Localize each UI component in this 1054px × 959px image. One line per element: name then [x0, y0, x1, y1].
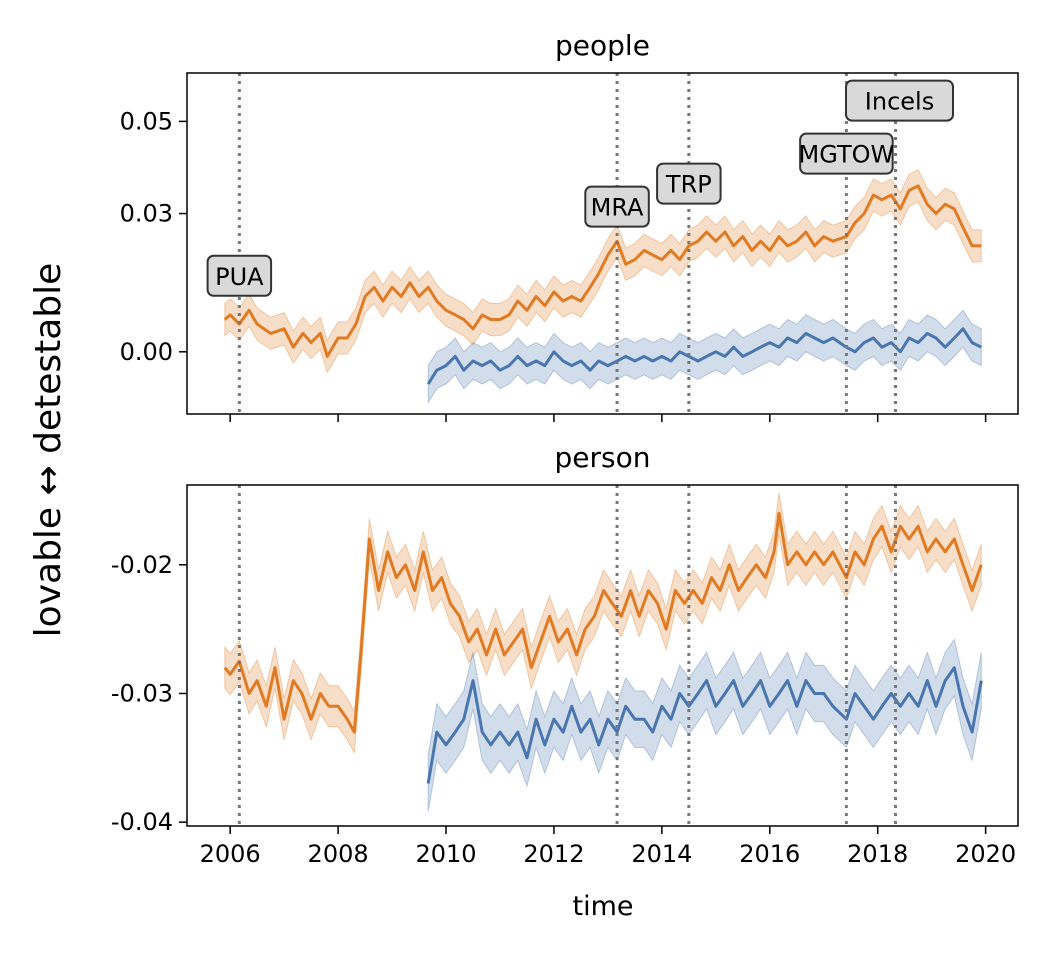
series-blue-line: [426, 666, 983, 784]
x-tick-label: 2020: [955, 840, 1016, 868]
series-blue-line: [426, 327, 982, 385]
axes-frame: [186, 72, 1019, 415]
event-annotation-box: [799, 132, 894, 175]
x-tick-label: 2014: [631, 840, 692, 868]
event-annotation-box: [656, 162, 722, 205]
x-tick-label: 2010: [415, 840, 476, 868]
series-orange-line: [223, 184, 982, 358]
panel-title: person: [555, 441, 651, 474]
event-annotation-label: PUA: [215, 263, 264, 291]
axes-frame: [186, 484, 1019, 827]
event-annotation-box: [206, 254, 273, 297]
x-tick-label: 2018: [847, 840, 908, 868]
event-annotation-label: TRP: [665, 171, 712, 199]
y-tick-label: 0.03: [120, 200, 173, 228]
event-annotation-box: [845, 79, 955, 122]
event-annotation: TRP: [656, 162, 722, 205]
x-tick-label: 2016: [739, 840, 800, 868]
y-tick-label: -0.02: [111, 551, 173, 579]
panel-person: person 2006 2008 2010 2012 2014 2016 2018 2020 -0…: [111, 441, 1019, 868]
y-tick-label: 0.00: [120, 338, 173, 366]
y-tick-label: -0.04: [111, 808, 173, 836]
x-tick-label: 2012: [523, 840, 584, 868]
series-orange-line: [223, 511, 983, 734]
event-annotation-label: MGTOW: [799, 141, 895, 169]
x-axis-label: time: [572, 891, 633, 922]
y-tick-label: 0.05: [120, 107, 173, 135]
x-tick-label: 2006: [200, 840, 261, 868]
event-annotation: MGTOW: [799, 132, 895, 175]
event-annotation-box: [584, 185, 650, 228]
series-orange-confidence-band: [224, 169, 982, 374]
event-annotation-label: Incels: [865, 88, 934, 116]
x-tick-label: 2008: [308, 840, 369, 868]
shared-y-axis-label: lovable ↔ detestable: [28, 263, 69, 638]
panel-title: people: [555, 29, 650, 62]
y-tick-label: -0.03: [111, 679, 173, 707]
event-annotation: PUA: [206, 254, 273, 297]
panel-people: people 0.00 0.03 0.05 PUA MRA TRP MGTOW Incels: [120, 29, 1019, 422]
event-annotation: MRA: [584, 185, 650, 228]
event-annotation: Incels: [845, 79, 955, 122]
event-annotation-label: MRA: [591, 194, 644, 222]
